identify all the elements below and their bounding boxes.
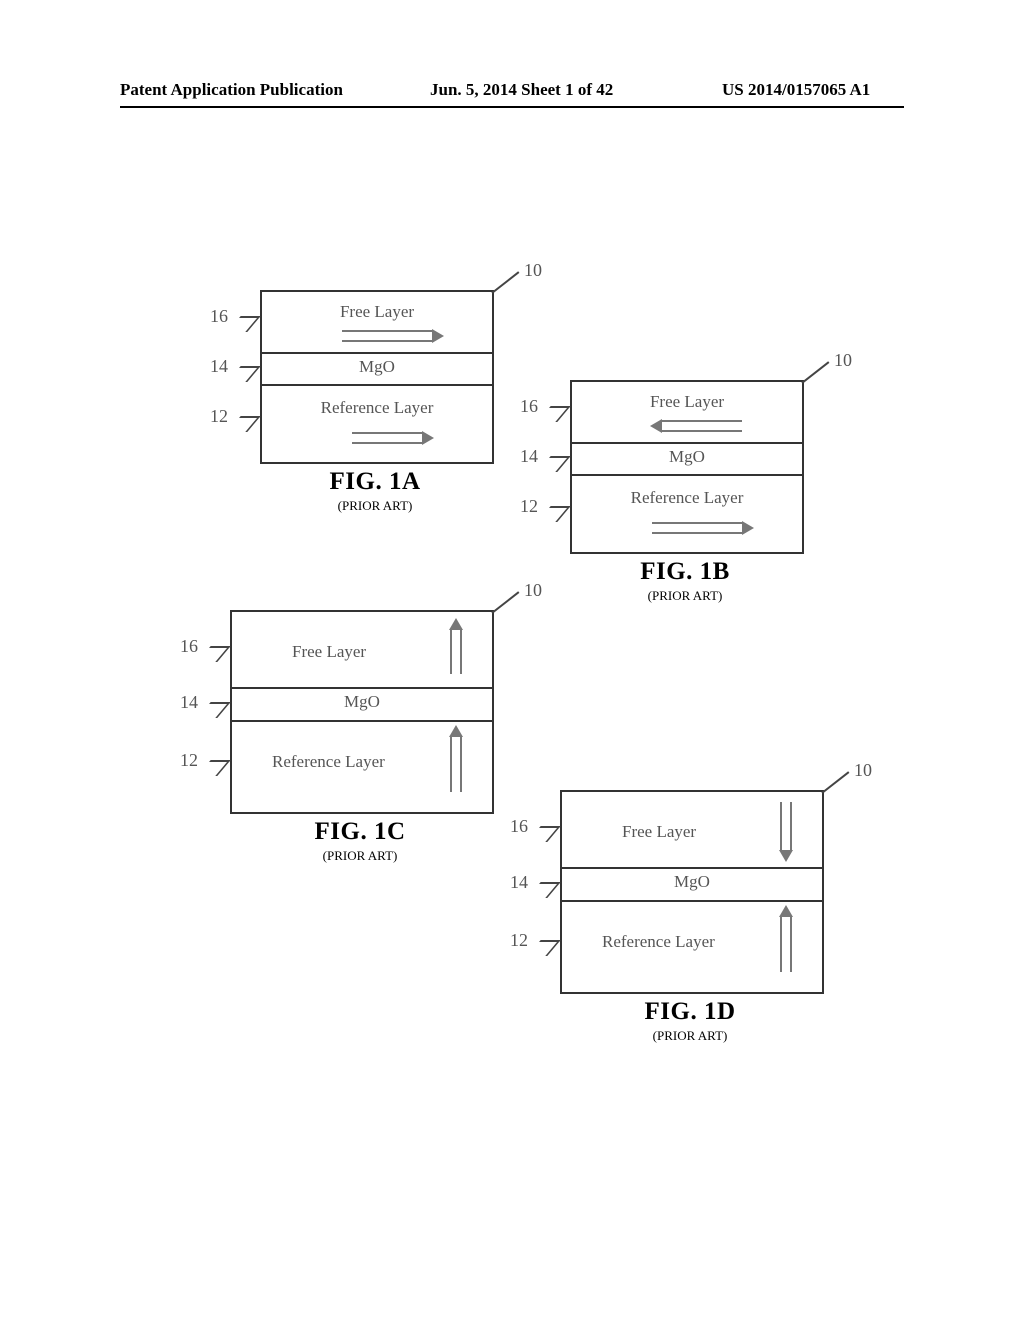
leader-line-icon (491, 591, 519, 614)
ref-16: 16 (520, 396, 538, 417)
ref-arrow-up-icon (780, 917, 792, 972)
mgo-label: MgO (262, 357, 492, 377)
divider (232, 720, 492, 722)
ref-16: 16 (210, 306, 228, 327)
tick-icon (197, 760, 230, 776)
fig-caption-1d: FIG. 1D (PRIOR ART) (575, 998, 805, 1044)
ref-12: 12 (510, 930, 528, 951)
reference-layer-label: Reference Layer (262, 398, 492, 418)
ref-arrow-right-icon (352, 432, 422, 444)
fig-title: FIG. 1B (570, 558, 800, 586)
tick-icon (527, 940, 560, 956)
ref-12: 12 (180, 750, 198, 771)
tick-icon (227, 416, 260, 432)
divider (572, 474, 802, 476)
fig-title: FIG. 1A (260, 468, 490, 496)
fig-1d: Free Layer MgO Reference Layer 16 14 12 … (510, 790, 890, 1110)
divider (562, 867, 822, 869)
stack-1c: Free Layer MgO Reference Layer (230, 610, 494, 814)
header-left: Patent Application Publication (120, 80, 343, 100)
figure-area: Free Layer MgO Reference Layer 16 14 12 (120, 170, 904, 1170)
reference-layer-label: Reference Layer (232, 752, 532, 772)
ref-16: 16 (510, 816, 528, 837)
ref-10: 10 (854, 760, 872, 781)
tick-icon (537, 506, 570, 522)
stack-1d: Free Layer MgO Reference Layer (560, 790, 824, 994)
ref-14: 14 (180, 692, 198, 713)
ref-arrow-right-icon (652, 522, 742, 534)
fig-title: FIG. 1C (245, 818, 475, 846)
tick-icon (227, 366, 260, 382)
fig-caption-1c: FIG. 1C (PRIOR ART) (245, 818, 475, 864)
free-arrow-right-icon (342, 330, 432, 342)
header-rule (120, 106, 904, 108)
ref-12: 12 (520, 496, 538, 517)
free-layer-label: Free Layer (572, 392, 802, 412)
mgo-label: MgO (562, 872, 822, 892)
tick-icon (227, 316, 260, 332)
tick-icon (537, 456, 570, 472)
ref-14: 14 (210, 356, 228, 377)
ref-14: 14 (510, 872, 528, 893)
fig-1b: Free Layer MgO Reference Layer 16 14 12 … (520, 380, 880, 660)
reference-layer-label: Reference Layer (572, 488, 802, 508)
fig-caption-1b: FIG. 1B (PRIOR ART) (570, 558, 800, 604)
ref-16: 16 (180, 636, 198, 657)
tick-icon (527, 882, 560, 898)
divider (262, 352, 492, 354)
prior-art-label: (PRIOR ART) (245, 848, 475, 864)
divider (572, 442, 802, 444)
mgo-label: MgO (572, 447, 802, 467)
tick-icon (197, 646, 230, 662)
fig-caption-1a: FIG. 1A (PRIOR ART) (260, 468, 490, 514)
reference-layer-label: Reference Layer (562, 932, 862, 952)
leader-line-icon (801, 361, 829, 384)
stack-1a: Free Layer MgO Reference Layer (260, 290, 494, 464)
stack-1b: Free Layer MgO Reference Layer (570, 380, 804, 554)
ref-10: 10 (834, 350, 852, 371)
header-mid: Jun. 5, 2014 Sheet 1 of 42 (430, 80, 613, 100)
page: Patent Application Publication Jun. 5, 2… (0, 0, 1024, 1320)
fig-1a: Free Layer MgO Reference Layer 16 14 12 (210, 290, 530, 570)
divider (262, 384, 492, 386)
mgo-label: MgO (232, 692, 492, 712)
header-right: US 2014/0157065 A1 (722, 80, 870, 100)
prior-art-label: (PRIOR ART) (260, 498, 490, 514)
free-layer-label: Free Layer (262, 302, 492, 322)
free-layer-label: Free Layer (232, 642, 552, 662)
fig-title: FIG. 1D (575, 998, 805, 1026)
prior-art-label: (PRIOR ART) (570, 588, 800, 604)
ref-14: 14 (520, 446, 538, 467)
free-arrow-up-icon (450, 630, 462, 674)
ref-arrow-up-icon (450, 737, 462, 792)
leader-line-icon (491, 271, 519, 294)
ref-12: 12 (210, 406, 228, 427)
ref-10: 10 (524, 580, 542, 601)
divider (232, 687, 492, 689)
fig-1c: Free Layer MgO Reference Layer 16 14 12 … (180, 610, 540, 930)
leader-line-icon (821, 771, 849, 794)
free-layer-label: Free Layer (562, 822, 882, 842)
tick-icon (537, 406, 570, 422)
divider (562, 900, 822, 902)
prior-art-label: (PRIOR ART) (575, 1028, 805, 1044)
tick-icon (197, 702, 230, 718)
ref-10: 10 (524, 260, 542, 281)
free-arrow-left-icon (662, 420, 742, 432)
free-arrow-down-icon (780, 802, 792, 850)
tick-icon (527, 826, 560, 842)
